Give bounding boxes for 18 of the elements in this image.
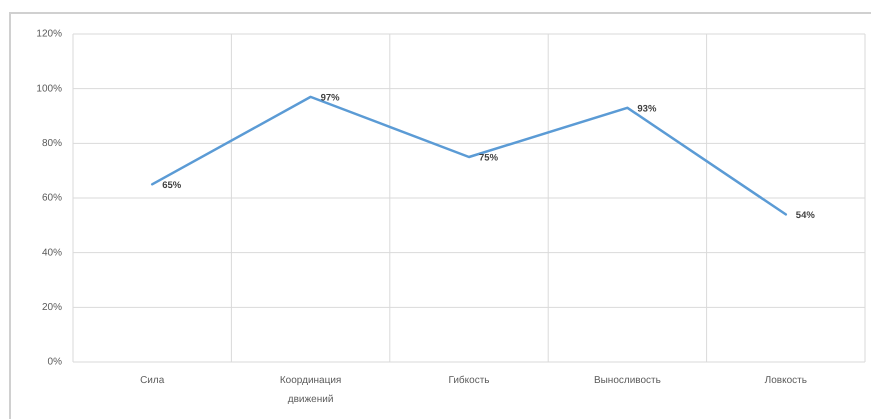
y-tick-label: 20% (42, 302, 62, 313)
data-label: 93% (637, 103, 657, 114)
line-series (150, 96, 788, 216)
y-tick-label: 120% (36, 28, 62, 40)
y-tick-label: 80% (42, 138, 62, 149)
x-tick-label: Гибкость (448, 375, 490, 386)
y-tick-label: 40% (42, 247, 62, 258)
y-tick-label: 100% (36, 83, 62, 94)
x-tick-label: Ловкость (764, 375, 807, 386)
data-label: 97% (320, 92, 340, 104)
data-label: 75% (479, 152, 499, 164)
data-label: 54% (796, 210, 816, 221)
y-tick-label: 60% (42, 192, 62, 204)
data-label: 65% (162, 180, 182, 191)
x-tick-label: Сила (140, 375, 165, 386)
x-tick-label: Координация движений (280, 375, 342, 405)
y-tick-label: 0% (48, 356, 62, 368)
x-tick-label: Выносливость (594, 375, 661, 386)
